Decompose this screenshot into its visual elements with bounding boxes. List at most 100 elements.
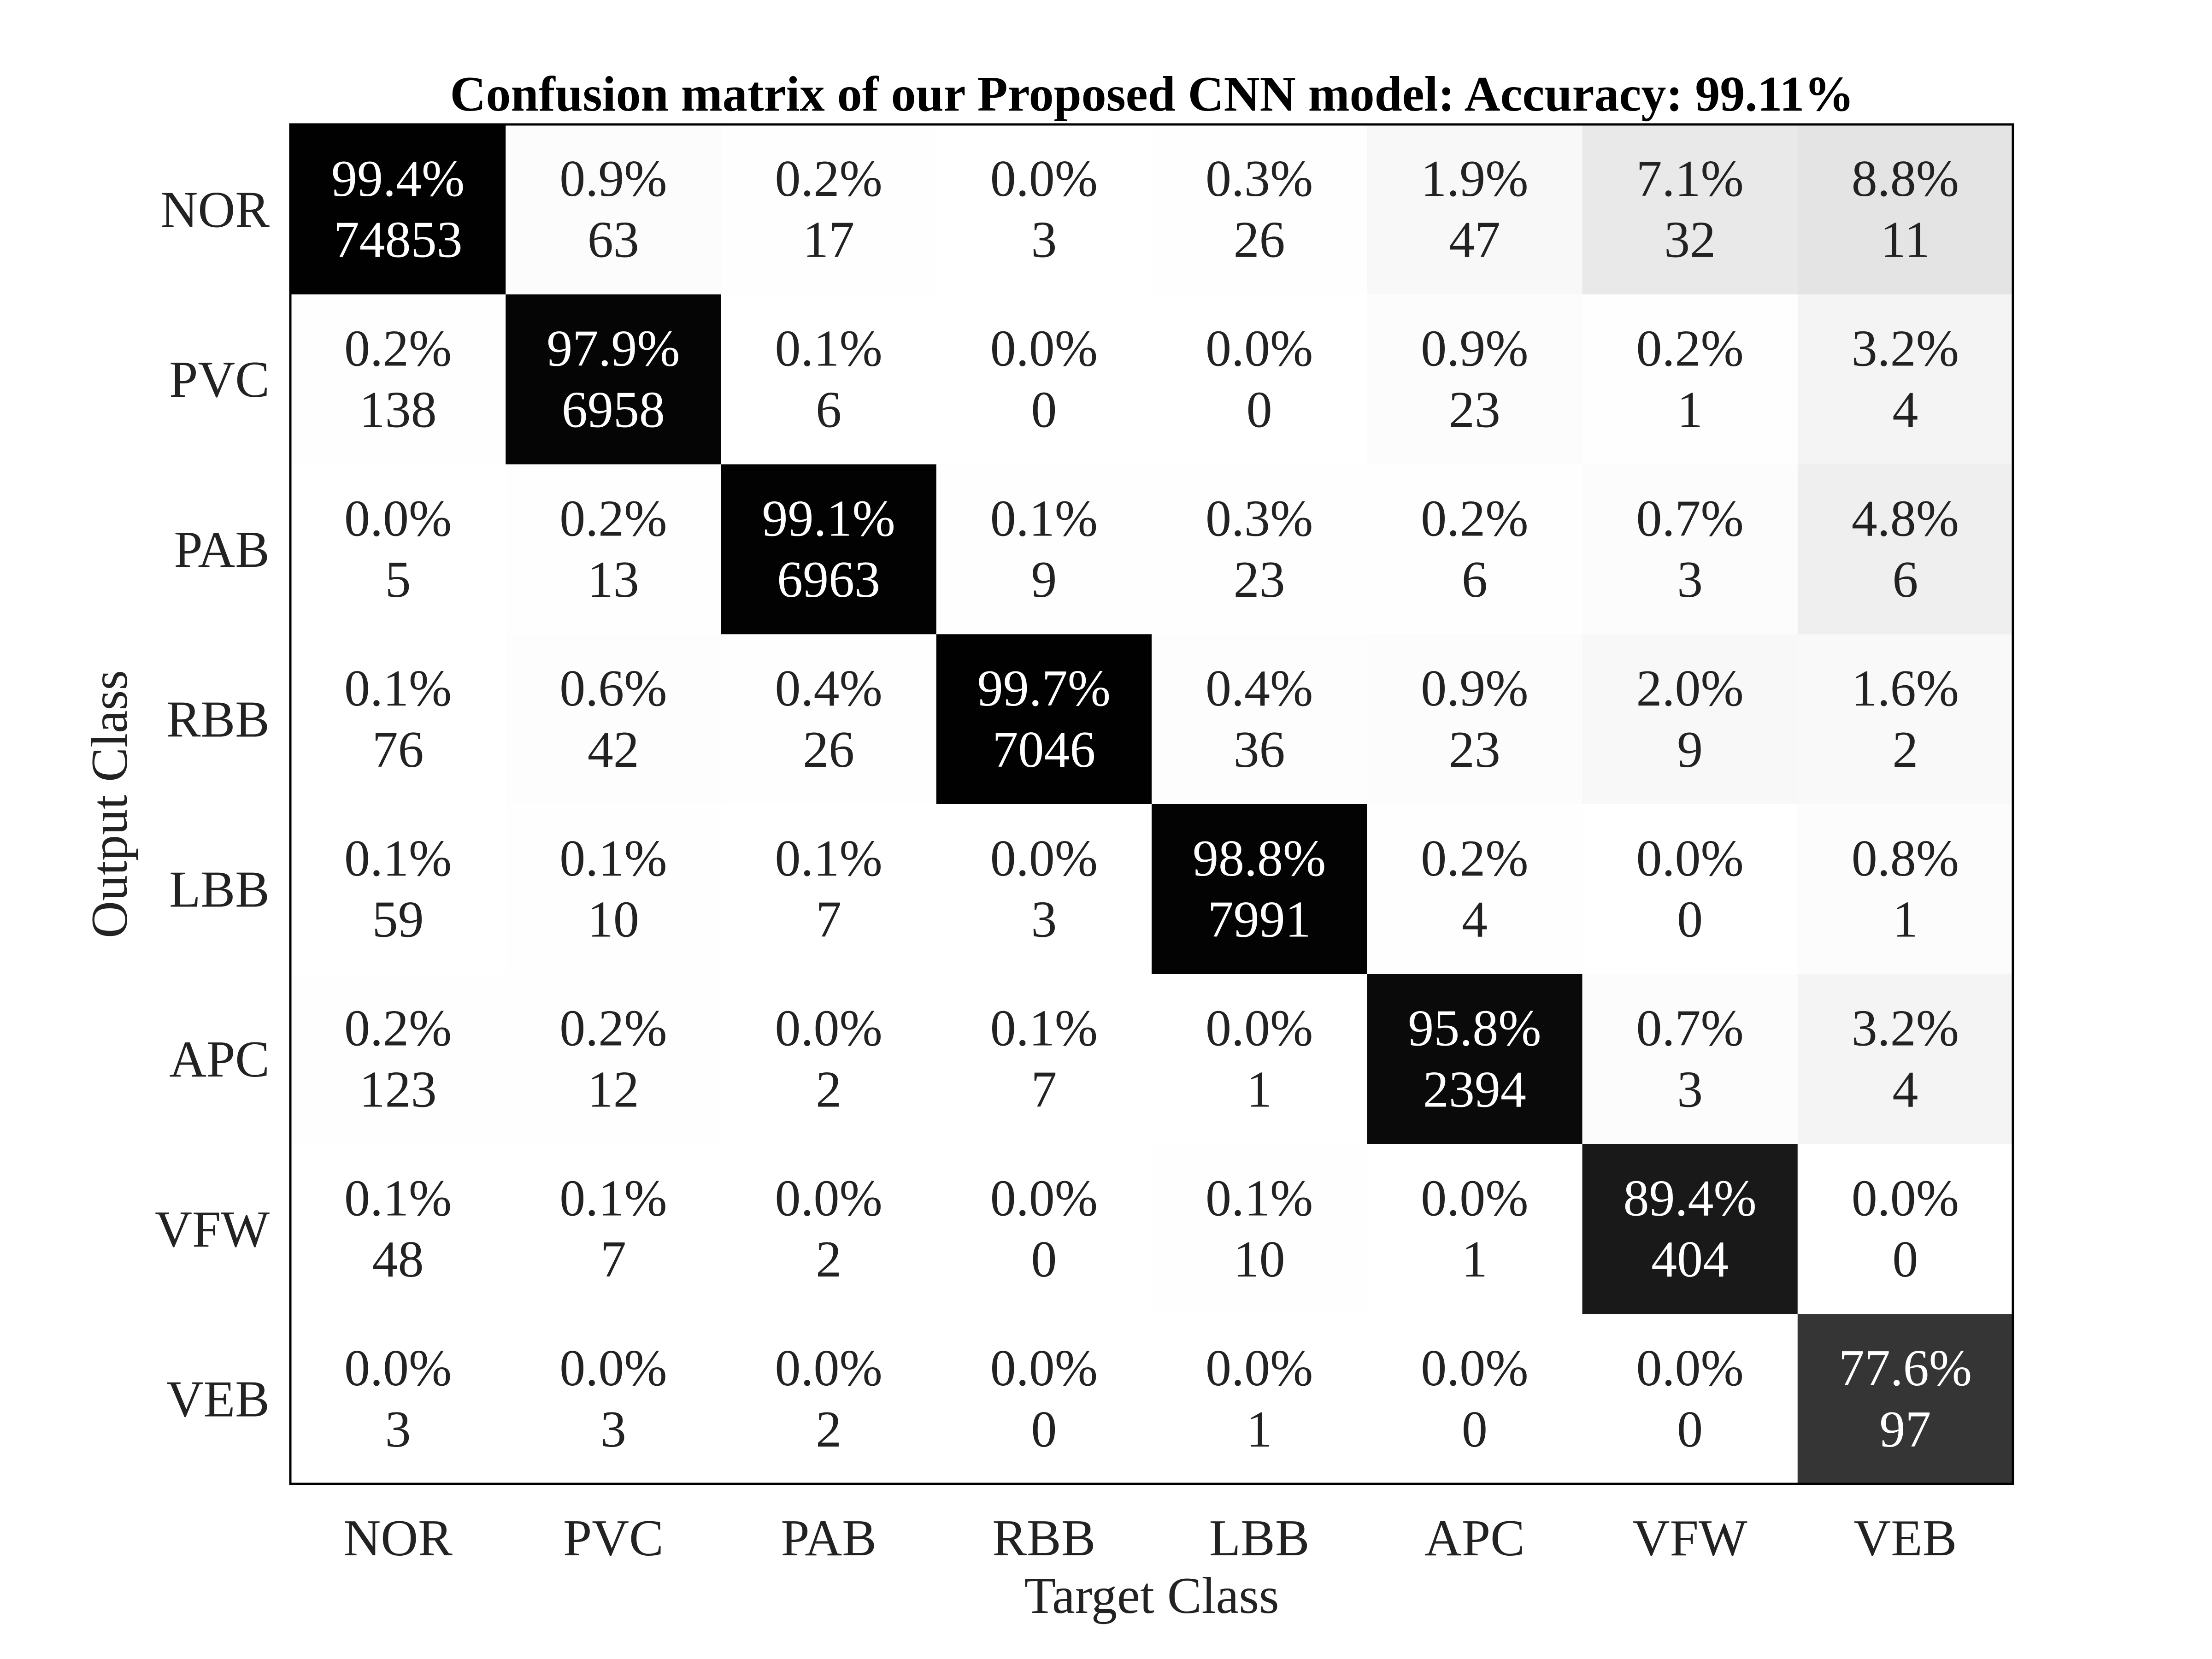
cell-percentage-label: 8.8% xyxy=(1852,150,1959,207)
matrix-cell xyxy=(1367,804,1583,975)
cell-count-label: 23 xyxy=(1449,721,1500,778)
x-tick-label: APC xyxy=(1424,1510,1525,1567)
cell-percentage-label: 0.8% xyxy=(1852,830,1959,887)
cell-percentage-label: 0.0% xyxy=(1636,830,1743,887)
matrix-cell xyxy=(1582,1144,1798,1314)
matrix-cell xyxy=(721,1314,937,1484)
x-tick-label: RBB xyxy=(992,1510,1095,1567)
matrix-cell xyxy=(506,974,722,1145)
cell-count-label: 7 xyxy=(816,891,841,948)
matrix-cell xyxy=(1797,634,2013,805)
matrix-cell xyxy=(290,294,506,465)
cell-count-label: 63 xyxy=(588,212,639,269)
cell-percentage-label: 0.7% xyxy=(1636,490,1743,547)
matrix-cell xyxy=(936,1314,1152,1484)
cell-count-label: 2394 xyxy=(1423,1061,1526,1118)
cell-percentage-label: 0.0% xyxy=(559,1340,667,1397)
cell-percentage-label: 0.0% xyxy=(775,1000,882,1057)
matrix-cell xyxy=(721,634,937,805)
cell-count-label: 13 xyxy=(588,551,639,608)
cell-percentage-label: 0.2% xyxy=(559,1000,667,1057)
cell-count-label: 36 xyxy=(1234,721,1285,778)
matrix-cell xyxy=(936,634,1152,805)
y-tick-label: RBB xyxy=(166,691,270,748)
cell-percentage-label: 0.0% xyxy=(1206,1340,1313,1397)
matrix-cell xyxy=(936,804,1152,975)
cell-count-label: 32 xyxy=(1664,212,1716,269)
cell-percentage-label: 0.0% xyxy=(990,320,1098,377)
matrix-cell xyxy=(1582,124,1798,295)
matrix-cell xyxy=(506,464,722,635)
cell-percentage-label: 4.8% xyxy=(1852,490,1959,547)
matrix-cell xyxy=(1797,124,2013,295)
cell-percentage-label: 0.2% xyxy=(775,150,882,207)
cell-percentage-label: 1.6% xyxy=(1852,660,1959,717)
cell-count-label: 10 xyxy=(588,891,639,948)
matrix-cell xyxy=(1367,974,1583,1145)
cell-count-label: 4 xyxy=(1462,891,1488,948)
y-axis-ticks: NOR PVC PAB RBB LBB APC VFW VEB xyxy=(155,181,270,1428)
matrix-cell xyxy=(1797,804,2013,975)
cell-percentage-label: 0.2% xyxy=(344,320,452,377)
matrix-cell xyxy=(1152,1314,1367,1484)
matrix-cell xyxy=(721,804,937,975)
matrix-cell xyxy=(721,974,937,1145)
cell-percentage-label: 0.0% xyxy=(1421,1170,1528,1227)
matrix-cell xyxy=(721,294,937,465)
matrix-cell xyxy=(1367,464,1583,635)
cell-percentage-label: 2.0% xyxy=(1636,660,1743,717)
matrix-cell xyxy=(1582,464,1798,635)
cell-percentage-label: 3.2% xyxy=(1852,320,1959,377)
cell-count-label: 6 xyxy=(1892,551,1918,608)
cell-count-label: 3 xyxy=(1677,551,1703,608)
cell-count-label: 1 xyxy=(1247,1401,1272,1458)
matrix-cell xyxy=(290,124,506,295)
cell-percentage-label: 0.0% xyxy=(990,830,1098,887)
cell-percentage-label: 99.1% xyxy=(762,490,895,547)
cell-percentage-label: 95.8% xyxy=(1408,1000,1541,1057)
cell-percentage-label: 0.1% xyxy=(559,830,667,887)
cell-count-label: 1 xyxy=(1892,891,1918,948)
cell-percentage-label: 0.0% xyxy=(775,1170,882,1227)
matrix-cell xyxy=(1367,294,1583,465)
matrix-cell xyxy=(1797,974,2013,1145)
cell-count-label: 0 xyxy=(1031,1231,1057,1288)
matrix-cell xyxy=(506,294,722,465)
cell-percentage-label: 99.7% xyxy=(977,660,1111,717)
cell-percentage-label: 0.0% xyxy=(775,1340,882,1397)
cell-count-label: 4 xyxy=(1892,381,1918,438)
cell-count-label: 26 xyxy=(803,721,854,778)
cell-percentage-label: 0.1% xyxy=(775,830,882,887)
cell-percentage-label: 3.2% xyxy=(1852,1000,1959,1057)
cell-percentage-label: 0.2% xyxy=(1636,320,1743,377)
matrix-cell xyxy=(290,464,506,635)
x-axis-ticks: NOR PVC PAB RBB LBB APC VFW VEB xyxy=(343,1510,1957,1567)
cell-percentage-label: 0.0% xyxy=(1852,1170,1959,1227)
cell-count-label: 59 xyxy=(372,891,424,948)
matrix-cell xyxy=(506,804,722,975)
matrix-cell xyxy=(1152,804,1367,975)
cell-count-label: 0 xyxy=(1462,1401,1488,1458)
matrix-cell xyxy=(1582,804,1798,975)
cell-count-label: 42 xyxy=(588,721,639,778)
cell-count-label: 12 xyxy=(588,1061,639,1118)
cell-count-label: 2 xyxy=(816,1231,841,1288)
matrix-cell xyxy=(936,464,1152,635)
cell-percentage-label: 0.2% xyxy=(559,490,667,547)
cell-percentage-label: 0.1% xyxy=(559,1170,667,1227)
cell-count-label: 3 xyxy=(1031,212,1057,269)
cell-percentage-label: 0.1% xyxy=(344,830,452,887)
matrix-cell xyxy=(1582,634,1798,805)
cell-count-label: 3 xyxy=(385,1401,411,1458)
matrix-cell xyxy=(290,974,506,1145)
cell-count-label: 1 xyxy=(1247,1061,1272,1118)
matrix-cell xyxy=(290,634,506,805)
cell-count-label: 47 xyxy=(1449,212,1500,269)
cell-count-label: 7046 xyxy=(992,721,1095,778)
cell-count-label: 23 xyxy=(1234,551,1285,608)
cell-count-label: 76 xyxy=(372,721,424,778)
x-tick-label: PVC xyxy=(563,1510,664,1567)
matrix-cell xyxy=(506,634,722,805)
matrix-cell xyxy=(936,294,1152,465)
cell-count-label: 26 xyxy=(1234,212,1285,269)
